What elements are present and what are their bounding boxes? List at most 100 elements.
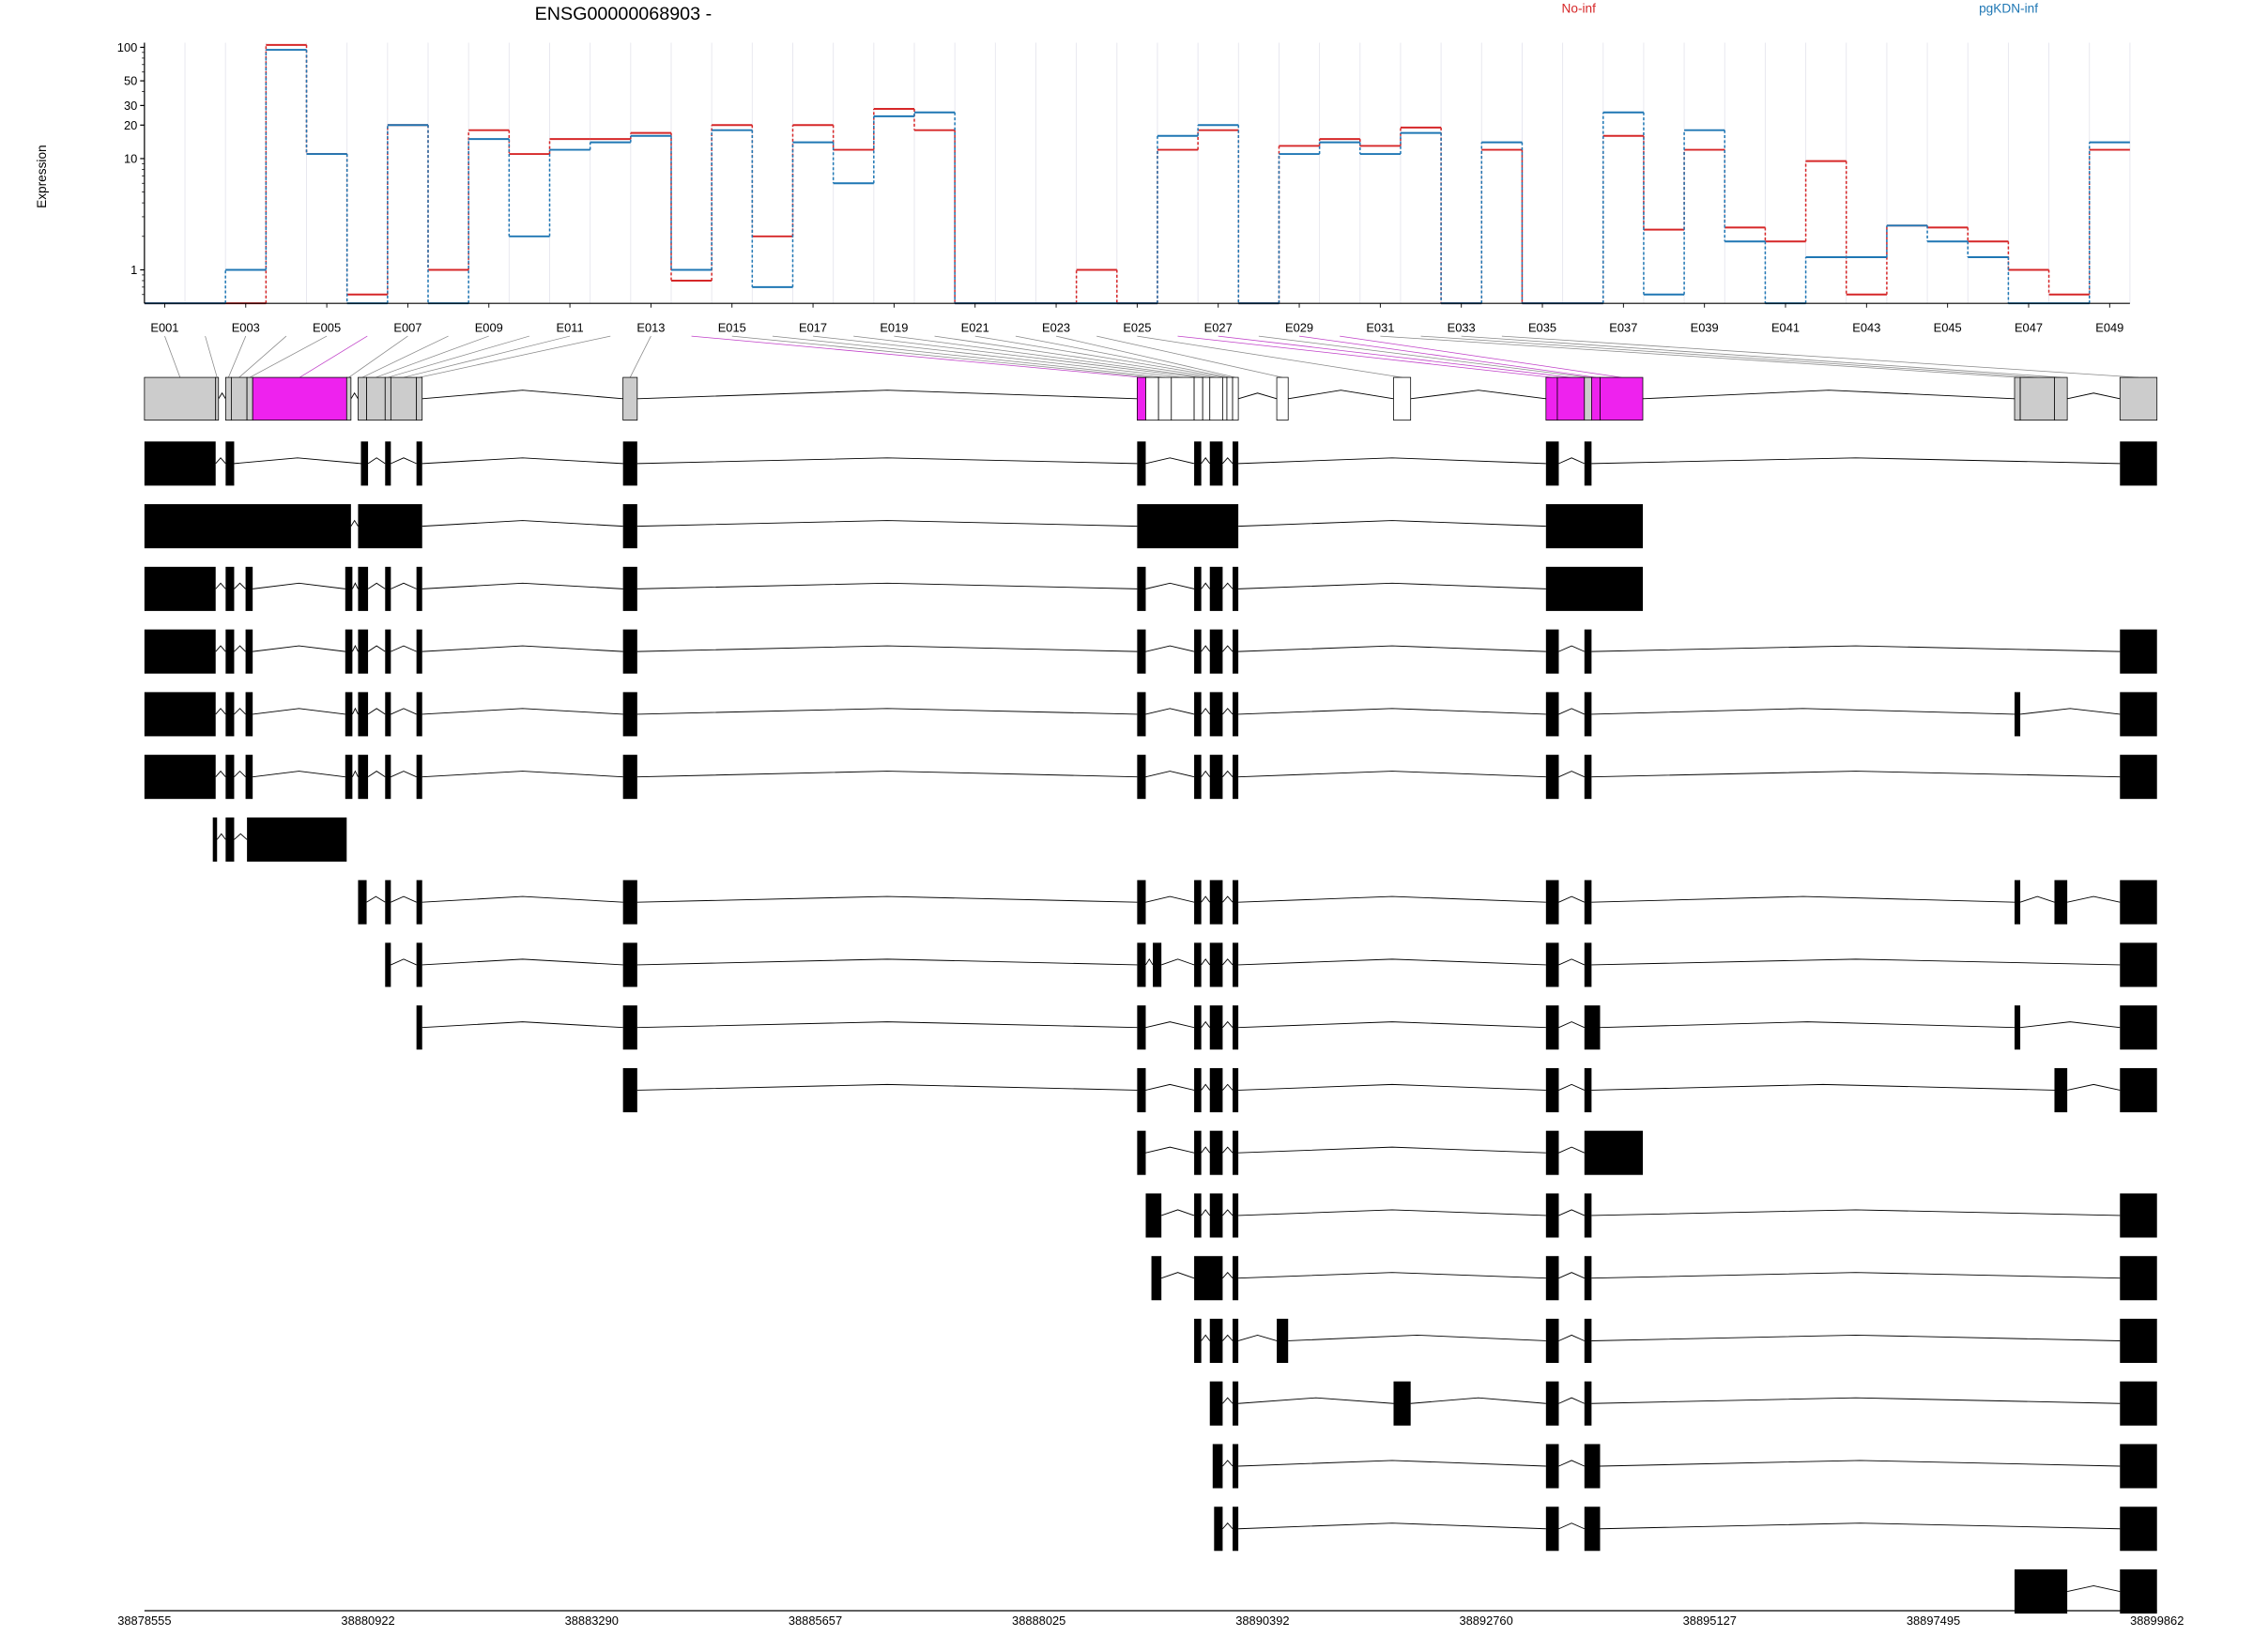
transcript-intron (421, 1021, 623, 1029)
transcript-intron (1558, 457, 1585, 465)
transcript-intron (2020, 708, 2121, 715)
transcript-exon (416, 880, 422, 925)
transcript-exon (358, 629, 369, 674)
transcript-exon (416, 755, 422, 800)
transcript-exon (2120, 942, 2157, 987)
transcript-intron (421, 520, 623, 528)
transcript-intron (636, 895, 1138, 903)
transcript-intron (1222, 1209, 1234, 1216)
exon-connector-line (1177, 335, 1552, 378)
transcript-exon (2015, 1569, 2068, 1614)
model-exon-e015 (1145, 376, 1159, 421)
transcript-intron (1591, 1272, 2121, 1279)
transcript-exon (1233, 441, 1239, 486)
transcript-intron (351, 770, 359, 777)
exon-connector-line (403, 335, 571, 378)
exon-connector-line (1380, 335, 2018, 378)
transcript-exon (1151, 1256, 1162, 1301)
transcript-exon (1209, 755, 1223, 800)
transcript-intron (1222, 895, 1234, 903)
transcript-exon (2015, 692, 2021, 737)
transcript-exon (358, 692, 369, 737)
transcript-row (358, 880, 2157, 925)
transcript-row (416, 1005, 2157, 1050)
model-exon-e019 (1202, 376, 1211, 421)
transcript-exon (1194, 942, 1202, 987)
transcript-intron (1238, 1209, 1546, 1216)
model-exon-e001 (144, 376, 217, 421)
transcript-intron (215, 770, 226, 777)
transcript-row (1137, 1130, 1643, 1175)
exon-connector-line (731, 335, 1153, 378)
transcript-exon (225, 755, 235, 800)
transcript-exon (2120, 1444, 2157, 1489)
model-exon-e034 (2119, 376, 2158, 421)
genomic-tick-label: 38897495 (1907, 1614, 1960, 1628)
transcript-intron (1201, 708, 1211, 715)
transcript-row (1209, 1381, 2157, 1426)
transcript-intron (636, 958, 1138, 966)
transcript-exon (1209, 942, 1223, 987)
transcript-exon (1545, 1318, 1559, 1363)
transcript-exon (1545, 880, 1559, 925)
transcript-intron (391, 645, 417, 652)
exon-connector-line (772, 335, 1166, 378)
transcript-intron (1558, 708, 1585, 715)
transcript-exon (212, 817, 218, 862)
transcript-exon (622, 1067, 637, 1112)
transcript-intron (1201, 770, 1211, 777)
genomic-coordinate-axis: 38878555 38880922 38883290 38885657 38888025… (117, 1610, 2184, 1628)
transcript-row (144, 755, 2157, 800)
transcript-intron (351, 707, 359, 715)
transcript-exon (1545, 1381, 1559, 1426)
model-intron (636, 390, 1138, 400)
x-tick-label: E035 (1528, 321, 1556, 335)
transcript-exon (1194, 1318, 1202, 1363)
model-exon-e020 (1209, 376, 1223, 421)
transcript-intron (636, 771, 1138, 778)
transcript-exon (385, 880, 391, 925)
transcript-exon (2120, 1193, 2157, 1238)
model-exon-e029 (1591, 376, 1601, 421)
transcript-intron (1145, 771, 1195, 778)
exon-connector-line (388, 335, 530, 378)
transcript-row (1214, 1507, 2157, 1552)
transcript-intron (1600, 1460, 2121, 1467)
chart-title: ENSG00000068903 - (535, 4, 713, 24)
model-exon-e031 (2014, 376, 2021, 421)
model-exon-e010 (384, 376, 391, 421)
transcript-exon (1209, 1193, 1223, 1238)
model-exon-e014 (1137, 376, 1146, 421)
x-tick-label: E019 (880, 321, 908, 335)
transcript-exon (1194, 1193, 1202, 1238)
exon-connector-line (1298, 335, 1596, 378)
transcript-intron (1591, 895, 2015, 903)
transcript-intron (1222, 1522, 1234, 1530)
transcript-exon (622, 755, 637, 800)
transcript-intron (1591, 708, 2015, 715)
transcript-exon (385, 441, 391, 486)
transcript-exon (622, 1005, 637, 1050)
model-exon-e033 (2054, 376, 2068, 421)
transcript-exon (1545, 629, 1559, 674)
transcript-exon (622, 880, 637, 925)
transcript-exon (1194, 629, 1202, 674)
x-tick-label: E003 (232, 321, 260, 335)
gridlines (144, 42, 2131, 304)
transcript-intron (1222, 1146, 1234, 1154)
x-tick-label: E005 (313, 321, 341, 335)
transcript-row (1151, 1256, 2157, 1301)
transcript-intron (1145, 1021, 1195, 1029)
transcript-intron (1591, 1209, 2121, 1216)
model-exon-e016 (1157, 376, 1172, 421)
model-exon-e032 (2019, 376, 2055, 421)
transcript-row (144, 629, 2157, 674)
model-intron (2067, 392, 2121, 400)
transcript-intron (1145, 1146, 1195, 1154)
transcript-exon (1545, 1444, 1559, 1489)
transcript-exon (1545, 692, 1559, 737)
exon-connector-line (813, 335, 1183, 378)
transcript-exon (360, 441, 369, 486)
model-exon-e023 (1232, 376, 1239, 421)
transcript-exon (1137, 629, 1146, 674)
